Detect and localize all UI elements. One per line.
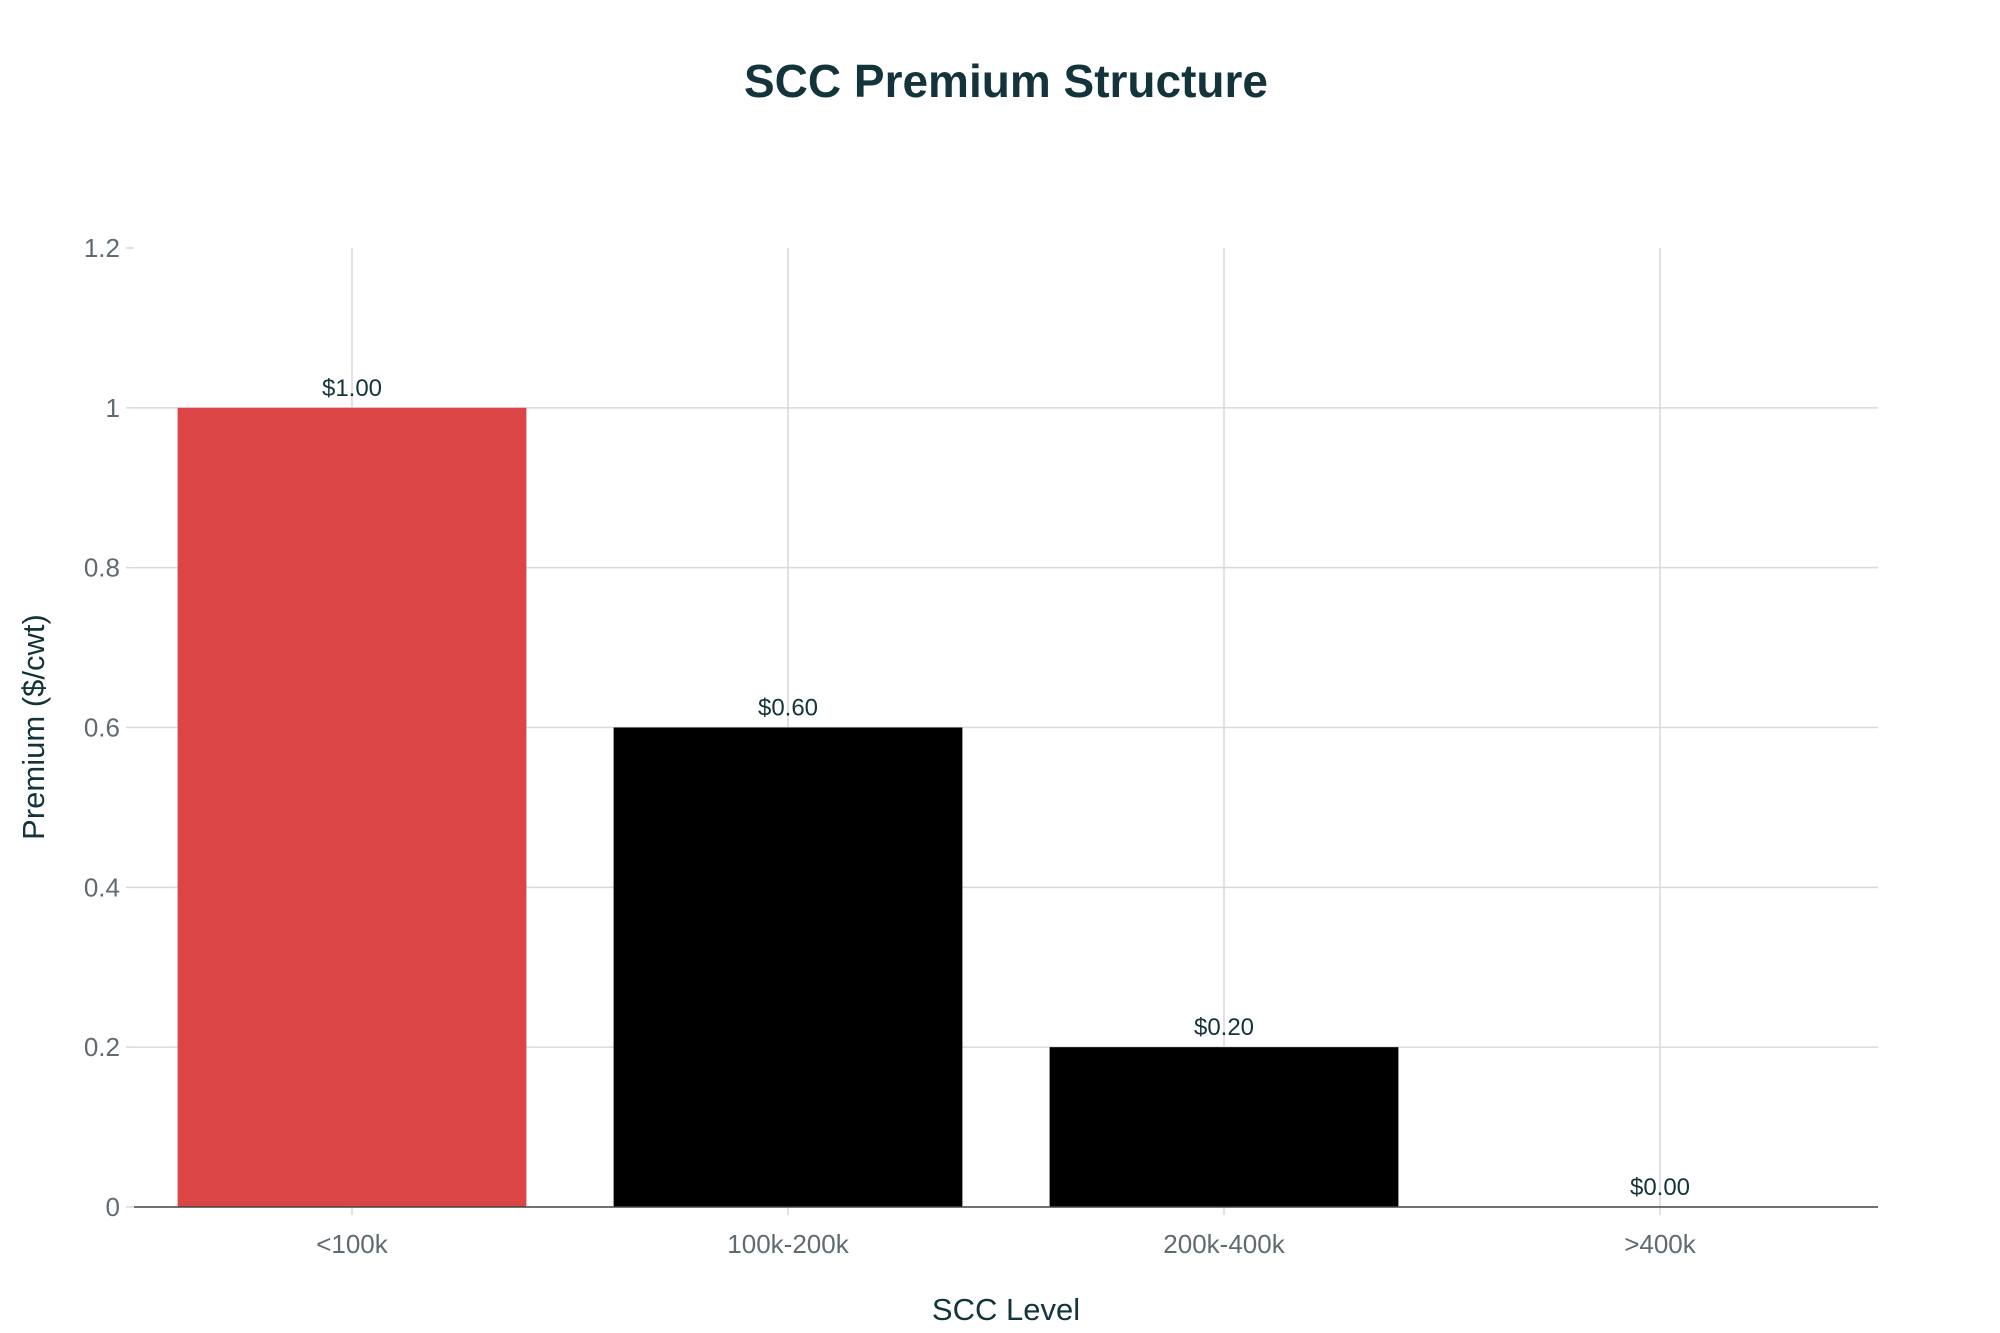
x-tick-label: 200k-400k xyxy=(1163,1229,1285,1259)
y-tick-label: 0.2 xyxy=(84,1032,120,1062)
bar-data-label: $0.00 xyxy=(1630,1174,1690,1201)
bar xyxy=(177,407,527,1207)
y-tick-label: 1.2 xyxy=(84,233,120,263)
y-tick-label: 0.4 xyxy=(84,872,120,902)
y-tick-label: 1 xyxy=(106,393,120,423)
x-tick-label: 100k-200k xyxy=(727,1229,849,1259)
bar-data-label: $0.20 xyxy=(1194,1014,1254,1041)
y-axis-title: Premium ($/cwt) xyxy=(16,614,51,840)
x-axis-title: SCC Level xyxy=(932,1292,1080,1327)
bar xyxy=(613,727,963,1207)
y-tick-label: 0.6 xyxy=(84,713,120,743)
axes xyxy=(126,247,1878,1215)
bar xyxy=(1049,1047,1399,1207)
bars xyxy=(177,407,1399,1207)
bar-data-label: $1.00 xyxy=(322,375,382,402)
y-tick-label: 0.8 xyxy=(84,553,120,583)
x-tick-label: >400k xyxy=(1624,1229,1697,1259)
y-tick-label: 0 xyxy=(106,1192,120,1222)
chart-title: SCC Premium Structure xyxy=(744,55,1268,107)
x-tick-label: <100k xyxy=(316,1229,389,1259)
labels: 0 0.2 0.4 0.6 0.8 1 1.2 $1.00 <100k $0.60 100k-200… xyxy=(84,233,1697,1259)
bar-data-label: $0.60 xyxy=(758,695,818,722)
